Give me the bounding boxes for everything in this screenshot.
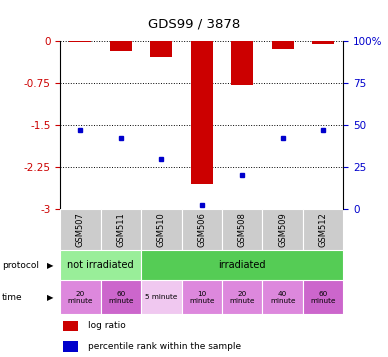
Text: 60
minute: 60 minute — [310, 291, 336, 304]
Bar — [63, 341, 78, 352]
Text: GSM507: GSM507 — [76, 212, 85, 247]
Text: irradiated: irradiated — [218, 260, 266, 270]
Text: 60
minute: 60 minute — [108, 291, 133, 304]
Bar — [272, 41, 294, 49]
Bar — [231, 41, 253, 85]
Bar — [303, 209, 343, 250]
Text: 20
minute: 20 minute — [68, 291, 93, 304]
Bar — [182, 209, 222, 250]
Text: 20
minute: 20 minute — [229, 291, 255, 304]
Bar — [262, 280, 303, 314]
Bar — [303, 280, 343, 314]
Text: ▶: ▶ — [47, 293, 54, 302]
Bar — [100, 280, 141, 314]
Text: time: time — [2, 293, 23, 302]
Text: GSM510: GSM510 — [157, 212, 166, 247]
Text: ▶: ▶ — [47, 261, 54, 270]
Bar — [141, 209, 182, 250]
Bar — [60, 209, 100, 250]
Text: percentile rank within the sample: percentile rank within the sample — [88, 342, 242, 351]
Bar — [312, 41, 334, 44]
Text: 40
minute: 40 minute — [270, 291, 295, 304]
Text: GSM508: GSM508 — [238, 212, 247, 247]
Bar — [222, 209, 262, 250]
Text: log ratio: log ratio — [88, 321, 126, 330]
Text: GDS99 / 3878: GDS99 / 3878 — [148, 17, 240, 30]
Text: GSM512: GSM512 — [319, 212, 327, 247]
Bar — [222, 280, 262, 314]
Text: protocol: protocol — [2, 261, 39, 270]
Bar — [141, 280, 182, 314]
Bar — [150, 41, 172, 57]
Bar — [60, 280, 100, 314]
Text: GSM509: GSM509 — [278, 212, 287, 247]
Bar — [63, 321, 78, 331]
Bar — [100, 209, 141, 250]
Text: not irradiated: not irradiated — [67, 260, 134, 270]
Bar — [110, 41, 132, 51]
Text: 10
minute: 10 minute — [189, 291, 215, 304]
Bar — [60, 250, 141, 280]
Bar — [182, 280, 222, 314]
Text: 5 minute: 5 minute — [145, 294, 177, 300]
Bar — [69, 41, 92, 42]
Bar — [262, 209, 303, 250]
Text: GSM506: GSM506 — [197, 212, 206, 247]
Text: GSM511: GSM511 — [116, 212, 125, 247]
Bar — [141, 250, 343, 280]
Bar — [191, 41, 213, 183]
